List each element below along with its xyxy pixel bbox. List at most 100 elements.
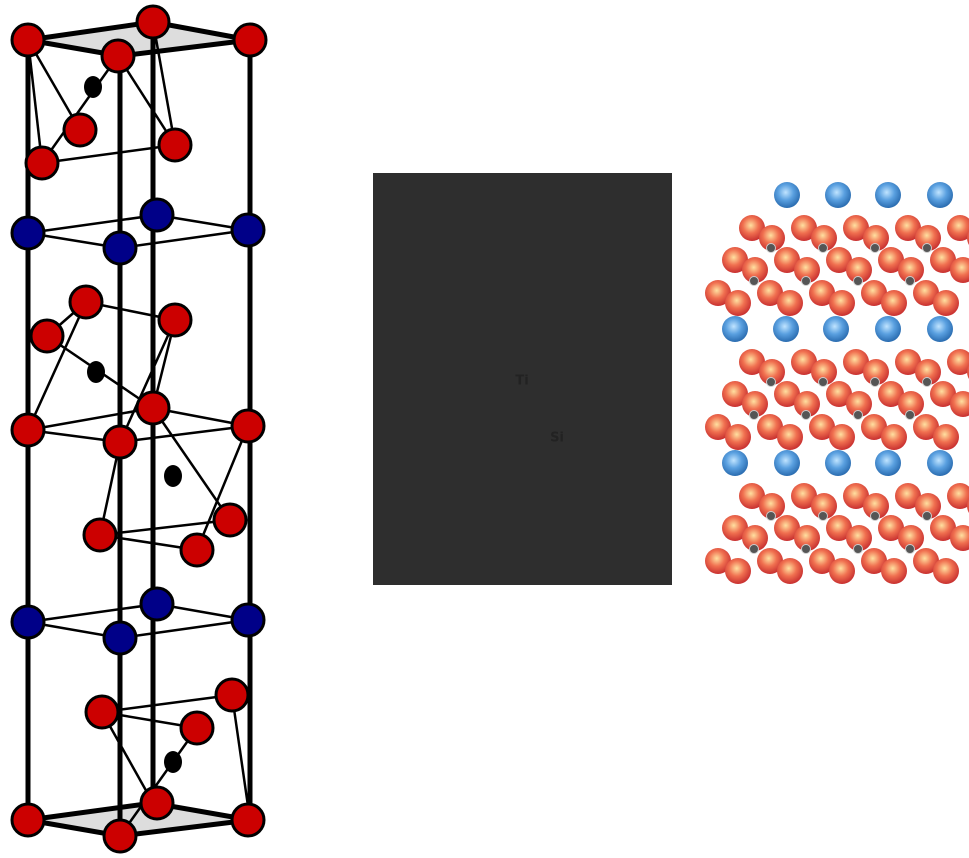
small-atom [818, 511, 828, 521]
red-atom [135, 390, 171, 426]
bond [26, 301, 88, 431]
red-atom [757, 548, 783, 574]
red-atom [139, 785, 175, 821]
small-atom [801, 544, 811, 554]
blue-atom [102, 620, 138, 656]
red-atom [811, 493, 837, 519]
black-atom [87, 361, 105, 383]
blue-atom [927, 182, 953, 208]
red-atom [861, 280, 887, 306]
red-atom [214, 677, 250, 713]
small-atom [853, 544, 863, 554]
red-atom [898, 257, 924, 283]
si-label: Si [550, 431, 564, 446]
blue-atom [230, 212, 266, 248]
red-atom [861, 548, 887, 574]
red-atom [829, 558, 855, 584]
red-atom [881, 424, 907, 450]
red-atom [895, 349, 921, 375]
red-atom [774, 515, 800, 541]
red-atom [915, 359, 941, 385]
red-atom [915, 225, 941, 251]
bond [101, 693, 233, 714]
red-atom [722, 381, 748, 407]
bond [230, 694, 252, 821]
red-atom [829, 424, 855, 450]
red-atom [757, 414, 783, 440]
red-atom [68, 284, 104, 320]
red-atom [881, 558, 907, 584]
bond [195, 425, 250, 551]
blue-atom [102, 230, 138, 266]
bond [26, 39, 44, 164]
red-atom [895, 483, 921, 509]
bond [27, 406, 154, 432]
red-atom [846, 525, 872, 551]
red-atom [881, 290, 907, 316]
blue-atom [825, 450, 851, 476]
red-atom [811, 225, 837, 251]
red-atom [725, 290, 751, 316]
red-atom [930, 247, 956, 273]
bond [151, 21, 177, 146]
small-atom [870, 243, 880, 253]
blue-atom [875, 450, 901, 476]
bond [119, 618, 249, 640]
red-atom [739, 215, 765, 241]
red-atom [930, 515, 956, 541]
red-atom [863, 359, 889, 385]
small-atom [905, 276, 915, 286]
red-atom [791, 483, 817, 509]
blue-atom [722, 316, 748, 342]
blue-atom [927, 316, 953, 342]
blue-atom [230, 602, 266, 638]
red-atom [742, 525, 768, 551]
red-atom [179, 710, 215, 746]
bond [40, 55, 120, 164]
red-atom [846, 391, 872, 417]
red-atom [898, 391, 924, 417]
red-atom [777, 290, 803, 316]
red-atom [722, 247, 748, 273]
red-atom [759, 493, 785, 519]
red-atom [933, 424, 959, 450]
red-atom [84, 694, 120, 730]
bond [119, 228, 249, 250]
red-atom [739, 483, 765, 509]
small-atom [801, 276, 811, 286]
red-atom [794, 257, 820, 283]
red-atom [777, 558, 803, 584]
red-atom [933, 558, 959, 584]
red-atom [725, 558, 751, 584]
red-atom [829, 290, 855, 316]
red-atom [809, 548, 835, 574]
red-atom [809, 280, 835, 306]
red-atom [863, 493, 889, 519]
red-atom [102, 818, 138, 854]
red-atom [62, 112, 98, 148]
small-atom [766, 511, 776, 521]
red-atom [742, 391, 768, 417]
red-atom [102, 424, 138, 460]
red-atom [861, 414, 887, 440]
small-atom [853, 410, 863, 420]
red-atom [930, 381, 956, 407]
red-atom [843, 483, 869, 509]
blue-atom [10, 215, 46, 251]
red-atom [950, 257, 969, 283]
small-atom [801, 410, 811, 420]
crystal-structure [10, 4, 268, 854]
small-atom [905, 544, 915, 554]
small-atom [870, 377, 880, 387]
red-atom [846, 257, 872, 283]
red-atom [722, 515, 748, 541]
small-atom [749, 544, 759, 554]
red-atom [794, 391, 820, 417]
stem-image: Ti Si [373, 173, 672, 585]
blue-atom [722, 450, 748, 476]
small-atom [766, 377, 776, 387]
red-atom [10, 22, 46, 58]
blue-atom [773, 316, 799, 342]
small-atom [922, 243, 932, 253]
